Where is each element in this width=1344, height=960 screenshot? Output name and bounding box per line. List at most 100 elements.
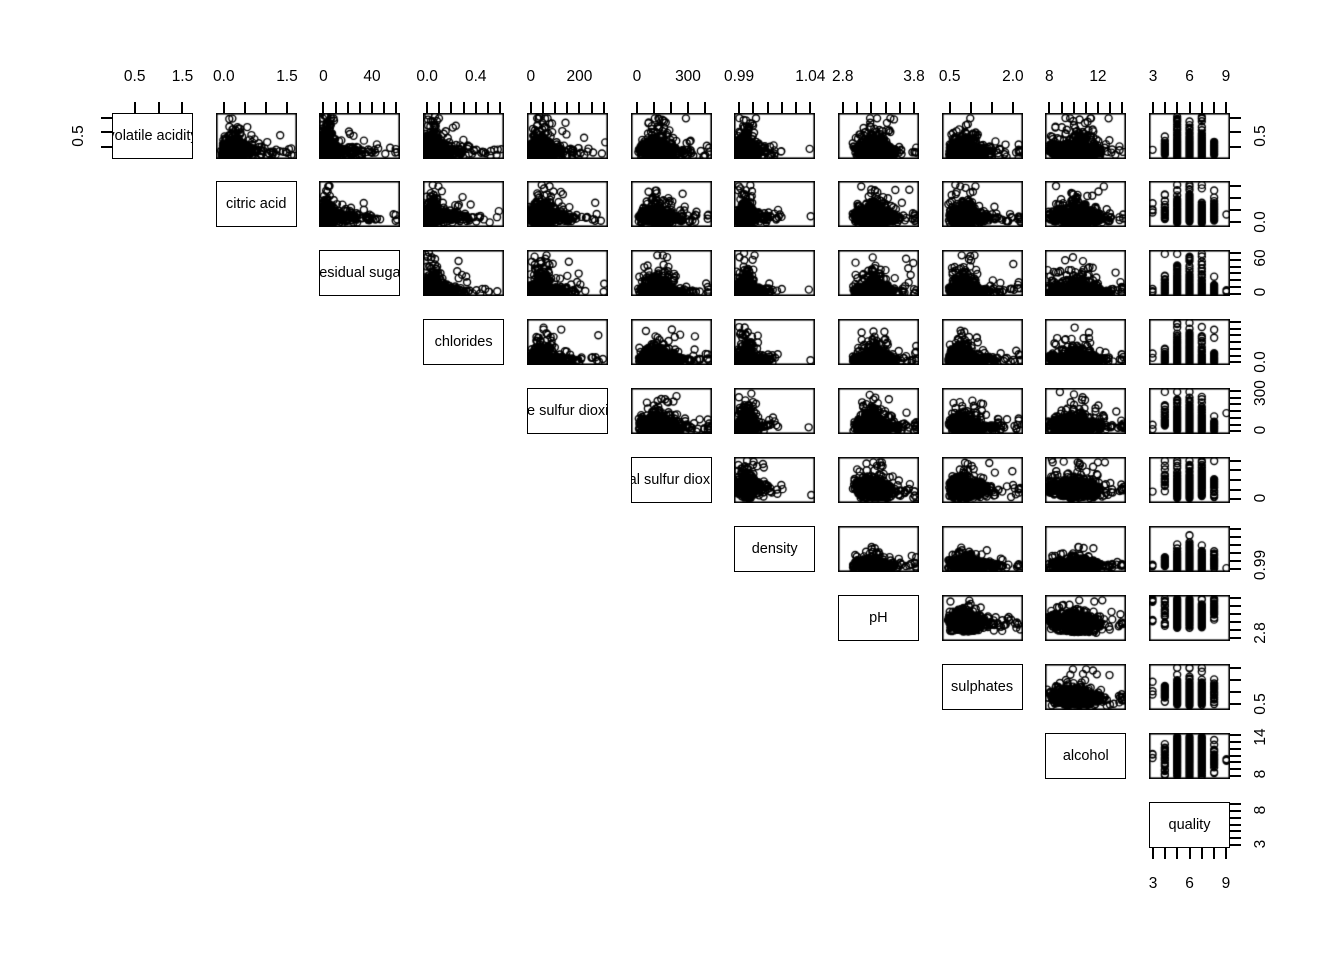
- top-axis-label: 0: [319, 68, 328, 85]
- bottom-axis-tick: [1224, 847, 1227, 859]
- scatter-cell: [526, 319, 608, 366]
- top-axis-tick: [542, 101, 544, 113]
- right-axis-tick: [1230, 843, 1241, 846]
- scatter-cell: [1045, 663, 1127, 710]
- right-axis-tick: [1230, 334, 1241, 337]
- scatter-cell: [630, 112, 712, 159]
- top-axis-label: 200: [566, 68, 593, 85]
- right-axis-tick: [1230, 459, 1241, 462]
- variable-name-label: volatile acidity: [113, 127, 192, 144]
- top-axis-label: 300: [675, 68, 701, 85]
- right-axis-tick: [1230, 551, 1241, 554]
- right-axis-tick: [1230, 146, 1241, 148]
- top-axis-label: 1.04: [795, 68, 826, 85]
- right-axis-tick: [1230, 809, 1241, 812]
- right-axis-tick: [1230, 816, 1241, 819]
- right-axis-tick: [1230, 220, 1241, 223]
- bottom-axis-tick: [1152, 847, 1155, 859]
- top-axis-label: 0.5: [938, 68, 961, 85]
- scatter-cell: [1045, 457, 1127, 503]
- top-axis-tick: [670, 101, 672, 113]
- right-axis-tick: [1230, 741, 1241, 744]
- scatter-cell: [215, 112, 297, 159]
- scatter-cell: [526, 112, 608, 159]
- right-axis-tick: [1230, 347, 1241, 350]
- top-axis-tick: [578, 101, 581, 113]
- scatter-cell: [1149, 319, 1230, 366]
- right-axis-tick: [1230, 416, 1241, 419]
- right-axis-label: 8: [1252, 769, 1269, 779]
- top-axis-tick: [450, 101, 453, 113]
- scatter-cell: [734, 388, 816, 435]
- top-axis-tick: [285, 101, 288, 113]
- variable-name-label: pH: [869, 609, 888, 626]
- scatter-cell: [734, 181, 816, 228]
- scatter-cell: [941, 525, 1023, 572]
- scatter-cell: [1149, 594, 1230, 641]
- top-axis-label: 9: [1221, 68, 1231, 85]
- top-axis-tick: [1011, 101, 1014, 113]
- right-axis-label: 0: [1252, 287, 1269, 296]
- scatter-cell: [319, 112, 401, 159]
- top-axis-tick: [1212, 101, 1215, 113]
- right-axis-tick: [1230, 423, 1241, 426]
- top-axis-label: 12: [1089, 68, 1107, 85]
- right-axis-tick: [1230, 320, 1241, 323]
- right-axis-tick: [1230, 568, 1241, 571]
- scatter-cell: [423, 112, 505, 159]
- right-axis-label: 0: [1252, 426, 1269, 435]
- scatter-cell: [1045, 250, 1127, 297]
- right-axis-tick: [1230, 361, 1241, 364]
- right-axis-tick: [1230, 604, 1241, 607]
- right-axis-label: 0: [1252, 494, 1269, 503]
- diag-cell-volatile-acidity: volatile acidity: [112, 112, 193, 159]
- top-axis-tick: [1109, 101, 1112, 113]
- right-axis-label: 0.5: [1252, 124, 1269, 147]
- right-axis-tick: [1230, 389, 1241, 392]
- top-axis-tick: [426, 101, 429, 113]
- top-axis-tick: [809, 101, 812, 113]
- right-axis-tick: [1230, 527, 1241, 530]
- top-axis-tick: [486, 101, 489, 113]
- diag-cell-citric-acid: citric acid: [215, 181, 297, 228]
- top-axis-tick: [243, 101, 246, 113]
- top-axis-tick: [841, 101, 844, 113]
- scatter-cell: [734, 319, 816, 366]
- right-axis-tick: [1230, 734, 1241, 737]
- top-axis-label: 0.4: [464, 68, 487, 85]
- top-axis-tick: [795, 101, 798, 113]
- right-axis-tick: [1230, 803, 1241, 806]
- top-axis-label: 0: [526, 68, 536, 85]
- top-axis-tick: [870, 101, 873, 113]
- variable-name-label: sulphates: [951, 678, 1014, 695]
- scatter-cell: [423, 250, 505, 297]
- bottom-axis-tick: [1188, 847, 1191, 859]
- right-axis-tick: [1230, 754, 1241, 757]
- right-axis-tick: [1230, 131, 1241, 134]
- right-axis-tick: [1230, 272, 1241, 275]
- scatter-cell: [1045, 388, 1127, 435]
- top-axis-label: 0.5: [123, 68, 146, 85]
- left-axis-label: 0.5: [70, 124, 87, 147]
- right-axis-tick: [1230, 747, 1241, 750]
- right-axis-tick: [1230, 410, 1241, 413]
- right-axis-tick: [1230, 430, 1241, 433]
- top-axis-tick: [358, 101, 361, 113]
- right-axis-tick: [1230, 396, 1241, 399]
- top-axis-tick: [395, 101, 398, 113]
- top-axis-tick: [1121, 101, 1124, 113]
- right-axis-tick: [1230, 535, 1241, 538]
- top-axis-label: 40: [363, 68, 381, 85]
- top-axis-label: 1.5: [276, 68, 298, 85]
- top-axis-tick: [948, 101, 951, 113]
- right-axis-tick: [1230, 667, 1241, 670]
- top-axis-label: 2.0: [1002, 68, 1024, 85]
- left-axis-tick: [101, 146, 112, 148]
- bottom-axis-tick: [1164, 847, 1167, 859]
- right-axis-label: 14: [1252, 728, 1269, 746]
- scatter-cell: [1149, 457, 1230, 503]
- scatter-cell: [526, 181, 608, 228]
- right-axis-tick: [1230, 341, 1241, 344]
- right-axis-tick: [1230, 774, 1241, 777]
- right-axis-label: 300: [1252, 379, 1269, 406]
